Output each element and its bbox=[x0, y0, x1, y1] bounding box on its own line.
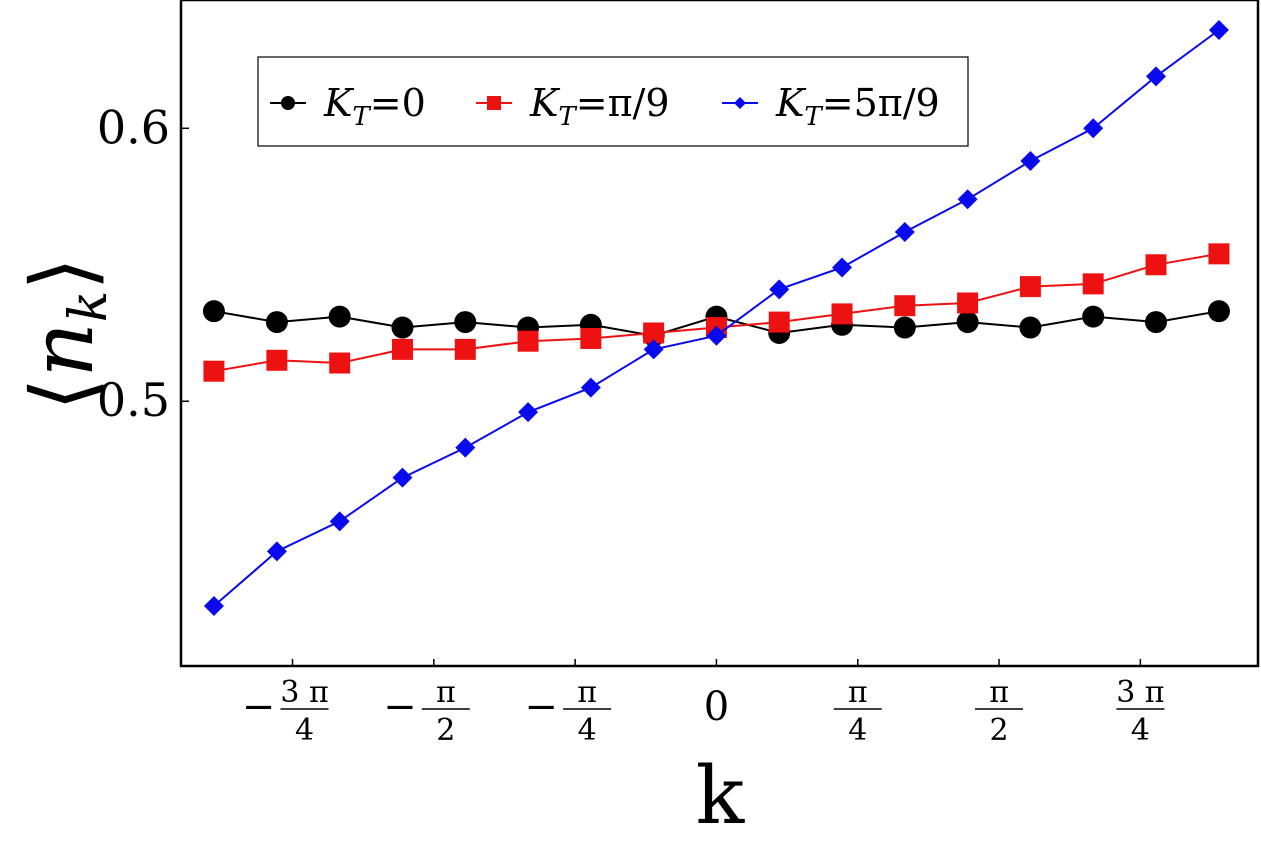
y-axis-label-sub: k bbox=[59, 291, 119, 323]
x-tick-sign: − bbox=[383, 684, 417, 730]
data-point-1-16 bbox=[1208, 243, 1230, 265]
x-tick-sign: − bbox=[524, 684, 558, 730]
data-point-0-1 bbox=[265, 311, 288, 334]
data-point-2-16 bbox=[1208, 20, 1229, 41]
data-point-2-1 bbox=[266, 541, 287, 562]
x-tick-5: π2 bbox=[975, 659, 1024, 748]
data-point-1-2 bbox=[329, 352, 351, 374]
data-point-2-13 bbox=[1020, 151, 1041, 172]
legend-marker bbox=[734, 97, 746, 109]
data-point-2-9 bbox=[769, 279, 790, 300]
legend-entry-0: KT=0 bbox=[270, 81, 426, 132]
data-point-0-13 bbox=[1019, 316, 1042, 339]
data-point-1-6 bbox=[580, 327, 602, 349]
legend-entry-2: KT=5π/9 bbox=[722, 81, 940, 132]
legend-label: KT=π/9 bbox=[529, 81, 670, 132]
data-point-0-15 bbox=[1144, 311, 1167, 334]
data-point-1-13 bbox=[1019, 276, 1041, 298]
y-tick-1: 0.6 bbox=[97, 100, 189, 154]
legend-box bbox=[257, 56, 969, 147]
x-tick-denominator: 4 bbox=[1131, 713, 1150, 748]
data-point-2-6 bbox=[580, 377, 601, 398]
x-tick-denominator: 4 bbox=[578, 713, 597, 748]
legend-label: KT=5π/9 bbox=[775, 81, 940, 132]
x-tick-numerator: 3 π bbox=[1116, 675, 1164, 710]
data-point-0-0 bbox=[202, 300, 225, 323]
data-point-2-0 bbox=[203, 595, 224, 616]
y-tick-0: 0.5 bbox=[97, 373, 189, 427]
legend-marker bbox=[487, 96, 501, 110]
data-point-1-14 bbox=[1082, 273, 1104, 295]
data-point-0-3 bbox=[391, 316, 414, 339]
series-layer bbox=[202, 20, 1230, 616]
y-tick-label: 0.6 bbox=[97, 100, 170, 154]
y-axis-label-close: ⟩ bbox=[13, 257, 113, 291]
x-tick-denominator: 4 bbox=[295, 713, 314, 748]
data-point-2-10 bbox=[832, 257, 853, 278]
data-point-1-11 bbox=[894, 295, 916, 317]
x-tick-label: 0 bbox=[704, 684, 729, 730]
x-tick-denominator: 4 bbox=[848, 713, 867, 748]
y-axis-label-main: n bbox=[13, 322, 113, 377]
data-point-0-11 bbox=[893, 316, 916, 339]
y-axis-ticks: 0.5 0.6 bbox=[97, 100, 189, 427]
data-point-0-2 bbox=[328, 305, 351, 328]
x-tick-0: 3 π4− bbox=[242, 659, 329, 748]
data-point-2-7 bbox=[643, 339, 664, 360]
data-point-2-8 bbox=[706, 325, 727, 346]
x-axis-label: k bbox=[696, 749, 746, 842]
legend-label: KT=0 bbox=[323, 81, 426, 132]
data-point-2-5 bbox=[518, 402, 539, 423]
data-point-1-4 bbox=[454, 338, 476, 360]
data-point-1-3 bbox=[391, 338, 413, 360]
y-tick-label: 0.5 bbox=[97, 373, 170, 427]
x-tick-6: 3 π4 bbox=[1116, 659, 1165, 748]
data-point-0-14 bbox=[1082, 305, 1105, 328]
x-tick-numerator: π bbox=[848, 675, 868, 710]
x-tick-4: π4 bbox=[833, 659, 882, 748]
x-tick-numerator: π bbox=[989, 675, 1009, 710]
x-tick-3: 0 bbox=[704, 659, 729, 730]
data-point-1-15 bbox=[1145, 254, 1167, 276]
series-2 bbox=[203, 20, 1229, 616]
data-point-1-0 bbox=[203, 360, 225, 382]
y-axis-label: ⟨nk⟩ bbox=[13, 257, 119, 411]
data-point-0-4 bbox=[454, 311, 477, 334]
data-point-1-9 bbox=[768, 311, 790, 333]
data-point-1-7 bbox=[643, 322, 665, 344]
x-tick-2: π4− bbox=[524, 659, 612, 748]
data-point-2-12 bbox=[957, 189, 978, 210]
data-point-2-14 bbox=[1083, 118, 1104, 139]
svg-text:⟨nk⟩: ⟨nk⟩ bbox=[13, 257, 119, 411]
data-point-2-11 bbox=[894, 222, 915, 243]
legend-marker bbox=[281, 96, 295, 110]
data-point-1-12 bbox=[957, 292, 979, 314]
data-point-0-16 bbox=[1207, 300, 1230, 323]
x-tick-denominator: 2 bbox=[436, 713, 455, 748]
y-axis-label-open: ⟨ bbox=[13, 377, 113, 411]
x-tick-sign: − bbox=[242, 684, 276, 730]
x-tick-numerator: π bbox=[436, 675, 456, 710]
x-tick-numerator: π bbox=[577, 675, 597, 710]
x-tick-denominator: 2 bbox=[990, 713, 1009, 748]
data-point-0-12 bbox=[956, 311, 979, 334]
x-tick-numerator: 3 π bbox=[280, 675, 328, 710]
data-point-2-4 bbox=[455, 437, 476, 458]
data-point-2-15 bbox=[1145, 66, 1166, 87]
data-point-1-10 bbox=[831, 303, 853, 325]
data-point-2-2 bbox=[329, 511, 350, 532]
legend-entry-1: KT=π/9 bbox=[476, 81, 670, 132]
data-point-1-1 bbox=[266, 349, 288, 371]
data-point-1-5 bbox=[517, 330, 539, 352]
data-point-2-3 bbox=[392, 467, 413, 488]
plot-frame bbox=[179, 0, 1260, 668]
x-tick-1: π2− bbox=[383, 659, 470, 748]
legend: KT=0 KT=π/9 KT=5π/9 bbox=[257, 56, 969, 147]
